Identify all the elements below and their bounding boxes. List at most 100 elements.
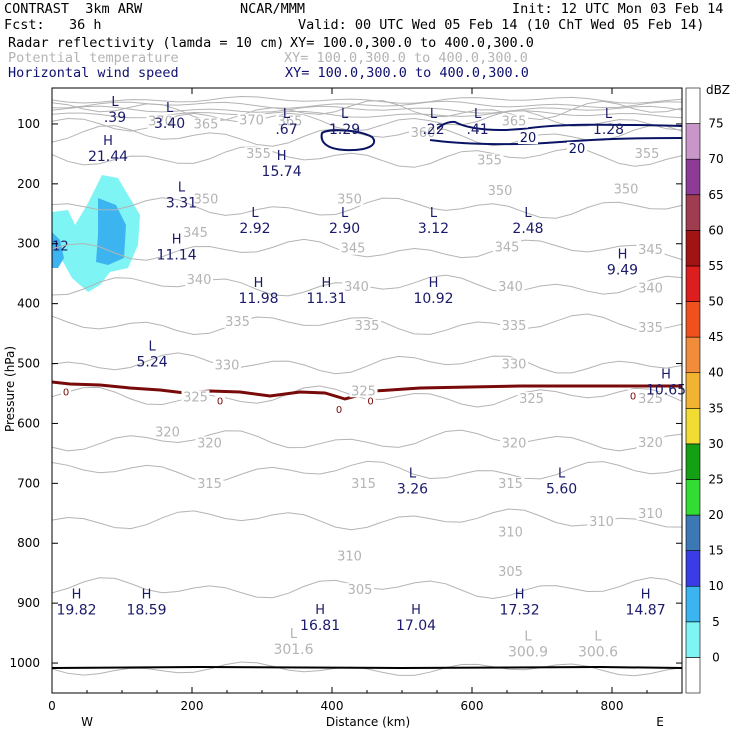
extremum-marker: H: [618, 248, 628, 263]
theta-label: 345: [183, 226, 208, 241]
y-axis-label: Pressure (hPa): [3, 346, 17, 432]
zero-label-bg: [365, 394, 376, 406]
extremum-value: 2.90: [329, 221, 360, 237]
y-tick-label: 1000: [9, 656, 40, 670]
theta-label: 350: [337, 193, 362, 208]
theta-label-bg: [612, 182, 640, 196]
ground-line: [51, 665, 683, 670]
extremum-marker: L: [474, 107, 482, 122]
theta-extremum-marker: L: [290, 627, 298, 642]
colorbar-swatch: [685, 87, 701, 124]
zero-isotherm: [51, 380, 682, 401]
theta-label-bg: [500, 357, 528, 371]
zero-label-bg: [628, 389, 638, 401]
model-title: CONTRAST 3km ARW: [4, 1, 143, 17]
theta-label: 310: [498, 526, 523, 541]
colorbar-level-label: 45: [708, 330, 723, 344]
colorbar-level-label: 75: [708, 117, 723, 131]
extremum-value: 10.92: [413, 291, 453, 307]
theta-label-bg: [409, 126, 437, 140]
theta-line-320: [51, 429, 683, 452]
extremum-marker: L: [251, 206, 259, 221]
colorbar-swatch: [685, 514, 701, 551]
theta-label-bg: [153, 425, 182, 439]
extremum-value: 3.40: [154, 116, 185, 132]
theta-label-bg: [244, 147, 273, 161]
theta-label: 355: [635, 147, 660, 162]
theta-label-bg: [276, 114, 304, 128]
colorbar-swatch: [685, 158, 701, 196]
west-label: W: [81, 715, 93, 729]
zero-isotherm-label: 0: [367, 397, 373, 408]
zero-isotherm-label: 0: [217, 397, 223, 408]
extremum-value: 5.60: [546, 481, 577, 497]
theta-label: 370: [239, 114, 264, 129]
theta-line-315: [51, 460, 683, 483]
theta-line-upper: [51, 100, 683, 109]
extremum-marker: H: [411, 603, 421, 618]
colorbar-level-label: 30: [708, 437, 723, 451]
theta-label-bg: [192, 192, 220, 206]
extremum-marker: L: [341, 107, 349, 122]
colorbar-swatch: [685, 265, 701, 302]
theta-label: 325: [351, 384, 376, 399]
extremum-value: 10.65: [646, 383, 686, 399]
x-tick-label: 200: [181, 699, 204, 713]
theta-label: 365: [194, 118, 219, 133]
theta-line-345: [51, 238, 683, 261]
theta-label-bg: [496, 565, 525, 579]
y-tick-label: 900: [17, 596, 40, 610]
forecast-hour: Fcst: 36 h: [4, 17, 102, 33]
colorbar-unit: dBZ: [706, 83, 730, 97]
theta-label: 350: [488, 184, 513, 199]
theta-label-bg: [181, 390, 210, 404]
field-label-wind: Horizontal wind speed: [8, 65, 179, 81]
extremum-value: 2.48: [512, 221, 543, 237]
theta-label-bg: [349, 384, 378, 398]
theta-line-310: [51, 508, 683, 531]
zero-label-bg: [61, 385, 71, 397]
theta-label-bg: [185, 272, 213, 286]
wind-contour-20-closed: [320, 129, 376, 152]
theta-label: 360: [411, 126, 436, 141]
field-xy-wind: XY= 100.0,300.0 to 400.0,300.0: [285, 65, 529, 81]
wind-label-bg: [518, 131, 538, 145]
extremum-marker: H: [72, 587, 82, 602]
theta-line-300.6: [51, 661, 683, 677]
extremum-value: 3.12: [418, 221, 449, 237]
extremum-marker: H: [322, 276, 332, 291]
extremum-marker: H: [661, 368, 671, 383]
init-time: Init: 12 UTC Mon 03 Feb 14: [512, 1, 724, 17]
extremum-value: 3.26: [397, 481, 428, 497]
theta-label: 335: [502, 319, 527, 334]
extremum-value: 11.31: [306, 291, 346, 307]
y-tick-label: 600: [17, 416, 40, 430]
theta-label: 310: [337, 550, 362, 565]
theta-label: 345: [495, 241, 520, 256]
extremum-value: 18.59: [126, 602, 166, 618]
y-tick-label: 100: [17, 117, 40, 131]
theta-label-bg: [636, 507, 665, 521]
theta-label-bg: [335, 192, 364, 206]
theta-extremum-value: 300.9: [508, 644, 548, 660]
extremum-value: .39: [104, 110, 126, 126]
wind-label-bg: [567, 141, 587, 155]
colorbar-swatch: [685, 372, 701, 409]
extremum-marker: L: [430, 206, 438, 221]
theta-label: 340: [187, 273, 212, 288]
y-tick-label: 400: [17, 297, 40, 311]
x-tick-label: 0: [48, 699, 56, 713]
zero-isotherm-label: 0: [63, 388, 69, 399]
extremum-marker: L: [341, 206, 349, 221]
theta-label-bg: [349, 477, 378, 491]
theta-label: 335: [225, 315, 250, 330]
colorbar-level-label: 50: [708, 295, 723, 309]
theta-label-bg: [496, 280, 525, 294]
zero-isotherm-label: 0: [336, 405, 342, 416]
extremum-marker: L: [148, 339, 156, 354]
theta-label: 355: [246, 147, 271, 162]
extremum-marker: L: [524, 206, 532, 221]
east-label: E: [656, 715, 664, 729]
